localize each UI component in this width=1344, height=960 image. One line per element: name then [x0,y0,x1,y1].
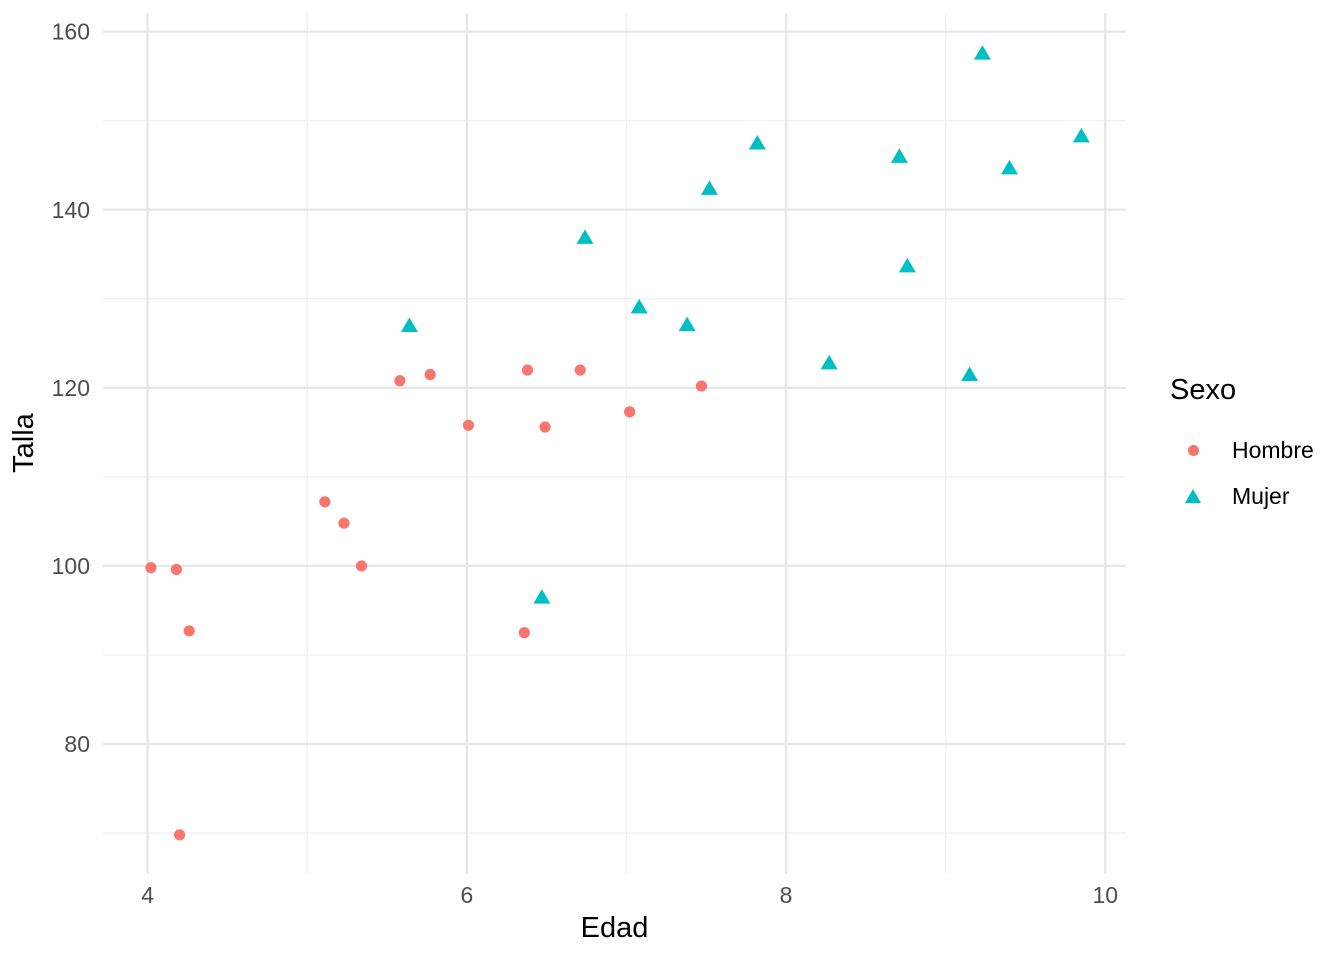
svg-text:10: 10 [1092,882,1118,908]
svg-text:6: 6 [460,882,473,908]
legend-label: Mujer [1232,482,1290,509]
svg-text:8: 8 [780,882,793,908]
legend-label: Hombre [1232,436,1314,463]
legend-item-hombre: Hombre [1182,435,1314,465]
legend-item-mujer: Mujer [1182,481,1314,511]
svg-text:140: 140 [52,197,90,223]
svg-text:80: 80 [64,731,90,757]
triangle-marker-icon [1182,485,1204,507]
legend-title: Sexo [1170,374,1237,406]
y-axis-title: Talla [8,413,40,473]
svg-text:160: 160 [52,19,90,45]
circle-marker-icon [1182,439,1204,461]
svg-text:4: 4 [141,882,154,908]
svg-text:100: 100 [52,553,90,579]
svg-text:120: 120 [52,375,90,401]
legend: Sexo Hombre Mujer [1170,374,1314,519]
x-axis-title: Edad [580,912,649,944]
